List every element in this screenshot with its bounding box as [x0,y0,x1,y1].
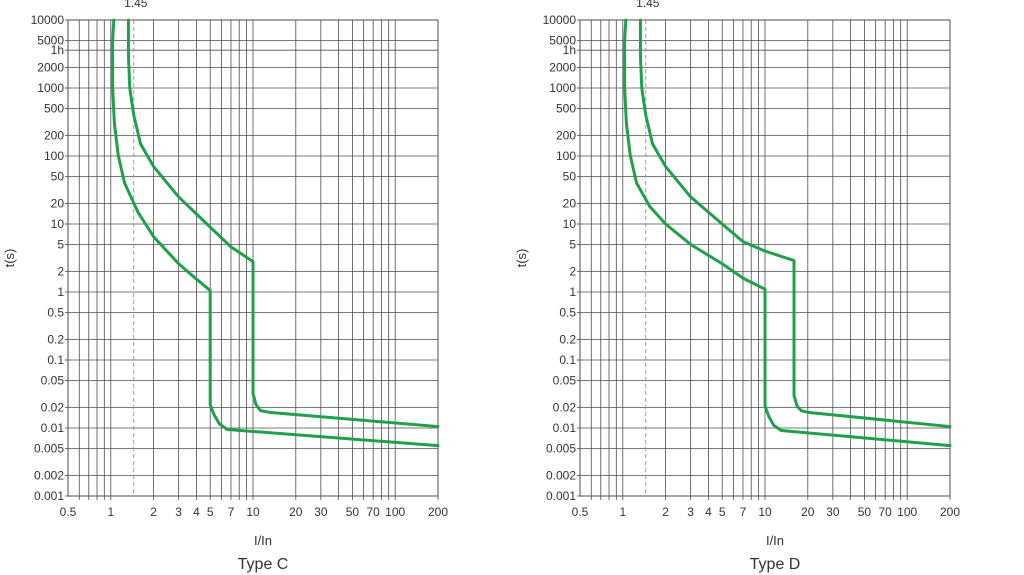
y-tick-label: 10 [51,217,65,231]
trip-curve-upper [126,18,440,429]
x-tick-label: 20 [289,505,303,519]
y-tick-label: 20 [51,197,65,211]
x-tick-label: 200 [940,505,960,519]
y-tick-label: 0.005 [546,441,576,455]
x-tick-label: 70 [366,505,380,519]
x-tick-label: 70 [878,505,892,519]
y-tick-label: 5 [57,237,64,251]
y-tick-label: 2000 [549,61,576,75]
y-tick-label: 2000 [37,61,64,75]
x-tick-label: 4 [193,505,200,519]
x-tick-label: 1 [619,505,626,519]
y-tick-label: 1h [563,43,576,57]
y-tick-label: 0.1 [559,353,576,367]
x-tick-label: 5 [207,505,214,519]
x-tick-label: 2 [662,505,669,519]
y-tick-label: 2 [57,265,64,279]
y-tick-label: 50 [563,169,577,183]
y-tick-label: 10000 [543,13,577,27]
y-tick-label: 0.5 [559,305,576,319]
y-tick-label: 0.002 [34,469,64,483]
x-tick-label: 5 [719,505,726,519]
x-tick-label: 3 [175,505,182,519]
y-tick-label: 0.02 [553,401,577,415]
y-tick-label: 1000 [549,81,576,95]
y-axis-label: t(s) [514,249,529,268]
chart-type-d: 0.5 1 2 3 4 5 7 10 20 30 50 70 100 200 0.001 0.002 0.005… [512,0,1024,575]
x-tick-label: 10 [246,505,260,519]
x-tick-label: 3 [687,505,694,519]
y-tick-label: 0.002 [546,469,576,483]
x-tick-label: 7 [228,505,235,519]
x-axis-label: I/In [254,533,272,548]
x-tick-label: 10 [758,505,772,519]
y-tick-label: 500 [44,101,64,115]
x-tick-label: 0.5 [572,505,589,519]
x-tick-label: 7 [740,505,747,519]
y-tick-label: 0.01 [41,421,65,435]
y-tick-label: 5000 [37,33,64,47]
y-tick-label: 2 [569,265,576,279]
y-tick-label: 1000 [37,81,64,95]
y-tick-label: 1h [51,43,64,57]
chart-type-d-svg: 0.5 1 2 3 4 5 7 10 20 30 50 70 100 2000.0010.0020.005… [514,0,960,573]
x-tick-label: 30 [826,505,840,519]
y-tick-label: 0.2 [47,333,64,347]
y-tick-label: 1 [569,285,576,299]
y-tick-label: 500 [556,101,576,115]
x-tick-label: 50 [858,505,872,519]
y-tick-label: 0.02 [41,401,65,415]
x-tick-label: 2 [150,505,157,519]
x-tick-label: 4 [705,505,712,519]
trip-curve-lower [111,18,440,448]
y-tick-label: 0.5 [47,305,64,319]
y-tick-label: 0.05 [553,373,577,387]
y-tick-label: 0.001 [34,489,64,503]
x-tick-label: 30 [314,505,328,519]
y-tick-label: 200 [44,129,64,143]
x-axis-label: I/In [766,533,784,548]
x-tick-label: 0.5 [60,505,77,519]
marker-label: 1.45 [636,0,660,10]
trip-curve-lower [623,18,952,448]
marker-label: 1.45 [124,0,148,10]
y-axis-label: t(s) [2,249,17,268]
y-tick-label: 10 [563,217,577,231]
x-tick-label: 100 [897,505,917,519]
y-tick-label: 0.05 [41,373,65,387]
chart-caption: Type D [750,556,801,573]
x-tick-label: 1 [107,505,114,519]
x-tick-label: 100 [385,505,405,519]
y-tick-label: 200 [556,129,576,143]
y-tick-label: 1 [57,285,64,299]
x-tick-label: 20 [801,505,815,519]
y-tick-label: 10000 [31,13,65,27]
trip-curve-upper [638,18,952,429]
y-tick-label: 0.2 [559,333,576,347]
x-tick-label: 200 [428,505,448,519]
chart-type-c-svg: 0.5 1 2 3 4 5 7 10 20 30 50 70 100 2000.0010.0020.005… [2,0,448,573]
y-tick-label: 0.005 [34,441,64,455]
y-tick-label: 5000 [549,33,576,47]
y-tick-label: 0.01 [553,421,577,435]
x-tick-label: 50 [346,505,360,519]
y-tick-label: 50 [51,169,65,183]
chart-caption: Type C [238,556,289,573]
y-tick-label: 0.001 [546,489,576,503]
chart-type-c: 0.5 1 2 3 4 5 7 10 20 30 50 70 100 200 0.001 0.002 0.005… [2,0,448,573]
y-tick-label: 100 [44,149,64,163]
y-tick-label: 100 [556,149,576,163]
y-tick-label: 0.1 [47,353,64,367]
y-tick-label: 5 [569,237,576,251]
y-tick-label: 20 [563,197,577,211]
